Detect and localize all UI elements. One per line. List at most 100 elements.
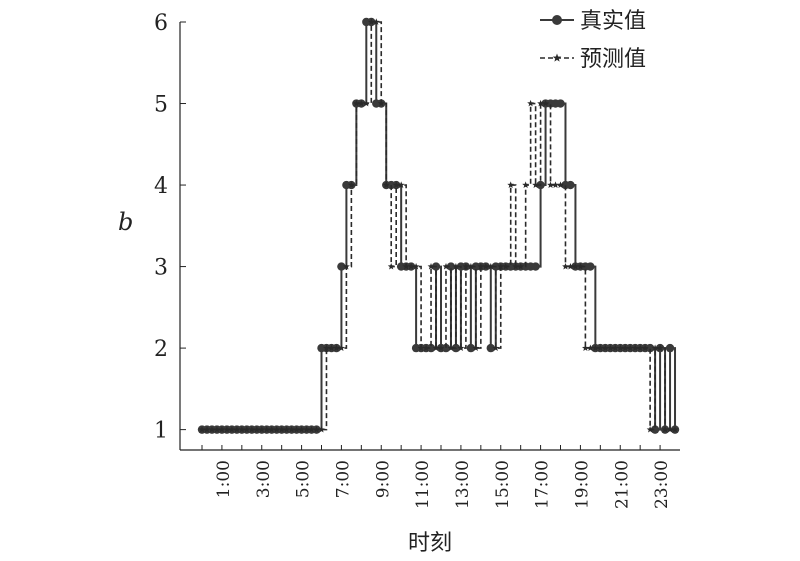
predicted-point <box>338 344 345 351</box>
y-tick-label: 1 <box>154 419 168 444</box>
predicted-point <box>601 344 609 351</box>
predicted-point <box>636 344 644 351</box>
predicted-point <box>223 426 231 433</box>
predicted-point <box>532 181 539 188</box>
legend-predicted-marker <box>552 53 562 62</box>
predicted-point <box>621 344 629 351</box>
predicted-point <box>452 263 460 270</box>
predicted-point <box>427 263 435 270</box>
predicted-point <box>273 426 281 433</box>
predicted-point <box>417 344 425 351</box>
x-tick-label: 15:00 <box>493 460 513 509</box>
predicted-point <box>362 99 370 107</box>
predicted-point <box>298 426 305 433</box>
predicted-point <box>577 263 584 270</box>
predicted-point <box>228 426 236 433</box>
true-point <box>337 262 346 271</box>
x-tick-label: 3:00 <box>254 460 274 498</box>
predicted-point <box>313 426 320 433</box>
predicted-point <box>432 344 440 351</box>
predicted-point <box>606 344 614 351</box>
predicted-point <box>402 263 410 270</box>
predicted-point <box>308 426 315 433</box>
predicted-point <box>512 263 520 270</box>
predicted-point <box>596 344 604 351</box>
predicted-point <box>472 344 480 351</box>
x-tick-label: 19:00 <box>572 460 592 509</box>
true-point <box>650 425 660 434</box>
predicted-point <box>382 181 390 188</box>
predicted-point <box>641 344 649 351</box>
predicted-point <box>392 181 400 188</box>
true-point <box>426 343 436 353</box>
y-axis: 1 2 3 4 5 6 <box>154 11 186 444</box>
predicted-point <box>243 426 251 433</box>
predicted-point <box>661 426 669 433</box>
predicted-point <box>447 344 455 351</box>
predicted-point <box>631 344 639 351</box>
true-point <box>556 99 565 108</box>
x-tick-label: 7:00 <box>333 460 353 498</box>
predicted-point <box>666 426 674 433</box>
x-tick-label: 5:00 <box>294 460 314 498</box>
predicted-point <box>527 99 534 107</box>
predicted-point <box>323 344 330 351</box>
predicted-point <box>557 181 564 188</box>
predicted-point <box>487 263 495 270</box>
predicted-point <box>442 263 450 270</box>
predicted-point <box>437 344 445 351</box>
true-point <box>645 343 655 353</box>
predicted-point <box>253 426 261 433</box>
predicted-point <box>357 99 365 107</box>
y-tick-label: 2 <box>154 337 168 362</box>
predicted-point <box>547 181 554 188</box>
series-predicted-values <box>198 18 679 433</box>
predicted-point <box>572 263 579 270</box>
predicted-point <box>343 263 350 270</box>
predicted-point <box>288 426 295 433</box>
predicted-point <box>591 344 599 351</box>
true-point <box>441 343 451 353</box>
predicted-point <box>651 344 659 351</box>
predicted-point <box>397 181 405 188</box>
predicted-point <box>238 426 246 433</box>
x-tick-label: 11:00 <box>413 460 433 509</box>
predicted-point <box>268 426 276 433</box>
predicted-point <box>278 426 286 433</box>
predicted-point <box>372 18 380 25</box>
predicted-point <box>477 263 485 270</box>
predicted-point <box>412 263 420 270</box>
true-point <box>466 343 476 353</box>
predicted-point <box>542 99 549 107</box>
predicted-point <box>198 426 206 433</box>
predicted-point <box>587 344 594 351</box>
predicted-point <box>387 263 395 270</box>
predicted-point <box>422 344 430 351</box>
predicted-point <box>457 344 465 351</box>
x-tick-label: 13:00 <box>453 460 473 509</box>
predicted-point <box>367 18 375 25</box>
predicted-point <box>656 344 664 351</box>
predicted-point <box>497 263 505 270</box>
y-axis-label: b <box>118 208 134 236</box>
predicted-point <box>348 181 355 188</box>
plot-frame <box>179 22 680 451</box>
predicted-point <box>646 426 654 433</box>
true-point <box>665 343 675 353</box>
true-point <box>531 262 540 271</box>
x-tick-label: 1:00 <box>214 460 234 498</box>
series-true-line <box>202 21 677 431</box>
y-tick-label: 3 <box>154 256 168 281</box>
predicted-point <box>567 263 574 270</box>
predicted-point <box>507 181 515 188</box>
predicted-point <box>293 426 300 433</box>
true-point <box>446 262 456 271</box>
predicted-point <box>258 426 266 433</box>
predicted-point <box>616 344 624 351</box>
legend-predicted-label: 预测值 <box>580 47 646 72</box>
predicted-point <box>522 181 530 188</box>
legend-true-marker <box>552 15 562 25</box>
series-true-values <box>197 17 680 434</box>
